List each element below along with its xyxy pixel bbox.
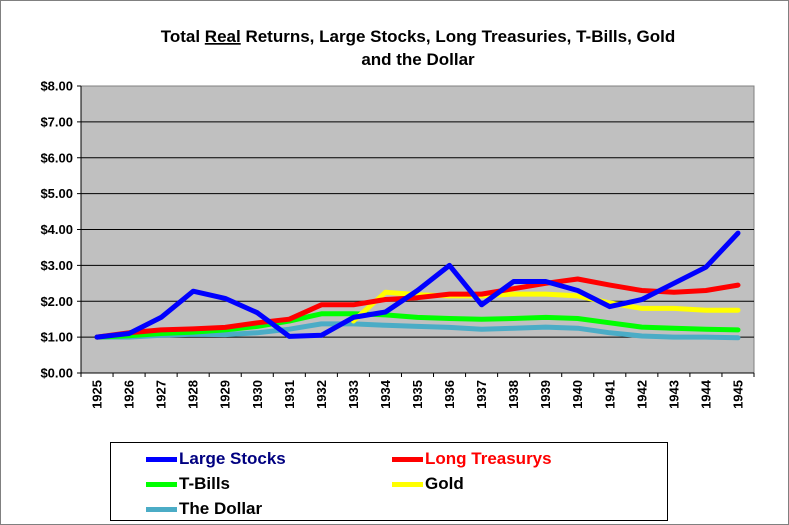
y-tick-label: $0.00 <box>40 366 73 381</box>
y-tick-label: $8.00 <box>40 79 73 94</box>
x-tick-label: 1943 <box>666 380 681 409</box>
x-tick-label: 1940 <box>570 380 585 409</box>
legend-swatch-gold <box>392 481 423 487</box>
legend-swatch-the-dollar <box>146 506 177 512</box>
x-tick-label: 1930 <box>250 380 265 409</box>
x-tick-label: 1942 <box>634 380 649 409</box>
y-axis-ticks: $0.00 $1.00 $2.00 $3.00 $4.00 $5.00 $6.00 $7.00… <box>40 79 81 381</box>
chart-title-line1: Total Real Returns, Large Stocks, Long T… <box>161 27 676 46</box>
x-tick-label: 1935 <box>410 380 425 409</box>
x-tick-label: 1944 <box>698 379 713 409</box>
y-tick-label: $1.00 <box>40 330 73 345</box>
x-tick-label: 1926 <box>122 380 137 409</box>
legend: Large Stocks Long Treasurys T-Bills Gold… <box>110 442 668 521</box>
legend-label-the-dollar: The Dollar <box>179 499 263 518</box>
gridlines <box>81 121 754 338</box>
x-tick-label: 1936 <box>442 380 457 409</box>
legend-label-gold: Gold <box>425 474 464 493</box>
legend-item-t-bills: T-Bills <box>146 472 230 496</box>
legend-item-large-stocks: Large Stocks <box>146 447 286 471</box>
x-tick-label: 1941 <box>602 380 617 409</box>
x-tick-label: 1937 <box>474 380 489 409</box>
series-line-large-stocks <box>94 230 741 340</box>
legend-label-long-treasurys: Long Treasurys <box>425 449 552 468</box>
series-line-the-dollar <box>94 321 741 341</box>
x-tick-label: 1931 <box>282 380 297 409</box>
x-tick-label: 1927 <box>154 380 169 409</box>
series-line-gold <box>350 289 741 324</box>
legend-swatch-long-treasurys <box>392 456 423 462</box>
x-tick-label: 1933 <box>346 380 361 409</box>
line-chart: Total Real Returns, Large Stocks, Long T… <box>40 27 755 409</box>
chart-title-line2: and the Dollar <box>361 50 475 69</box>
legend-swatch-large-stocks <box>146 456 177 462</box>
y-tick-label: $4.00 <box>40 222 73 237</box>
legend-label-large-stocks: Large Stocks <box>179 449 286 468</box>
legend-item-long-treasurys: Long Treasurys <box>392 447 552 471</box>
y-tick-label: $3.00 <box>40 258 73 273</box>
x-tick-label: 1932 <box>314 380 329 409</box>
legend-item-the-dollar: The Dollar <box>146 497 262 521</box>
y-tick-label: $5.00 <box>40 186 73 201</box>
x-tick-label: 1939 <box>538 380 553 409</box>
x-tick-label: 1945 <box>730 380 745 409</box>
x-axis-ticks: 1925 1926 1927 1928 1929 1930 1931 1932 1933 1934… <box>80 373 755 409</box>
legend-item-gold: Gold <box>392 472 464 496</box>
x-tick-label: 1925 <box>90 380 105 409</box>
x-tick-label: 1934 <box>378 379 393 409</box>
legend-label-t-bills: T-Bills <box>179 474 231 493</box>
series-lines <box>94 230 741 341</box>
series-line-t-bills <box>94 311 741 340</box>
x-tick-label: 1938 <box>506 380 521 409</box>
title-part-1: Total <box>161 27 205 46</box>
legend-swatch-t-bills <box>146 481 177 487</box>
y-tick-label: $6.00 <box>40 150 73 165</box>
x-tick-label: 1929 <box>218 380 233 409</box>
y-tick-label: $7.00 <box>40 114 73 129</box>
title-part-real: Real <box>205 27 241 46</box>
title-part-3: Returns, Large Stocks, Long Treasuries, … <box>241 27 676 46</box>
x-tick-label: 1928 <box>186 380 201 409</box>
y-tick-label: $2.00 <box>40 294 73 309</box>
series-line-long-treasurys <box>94 276 741 340</box>
